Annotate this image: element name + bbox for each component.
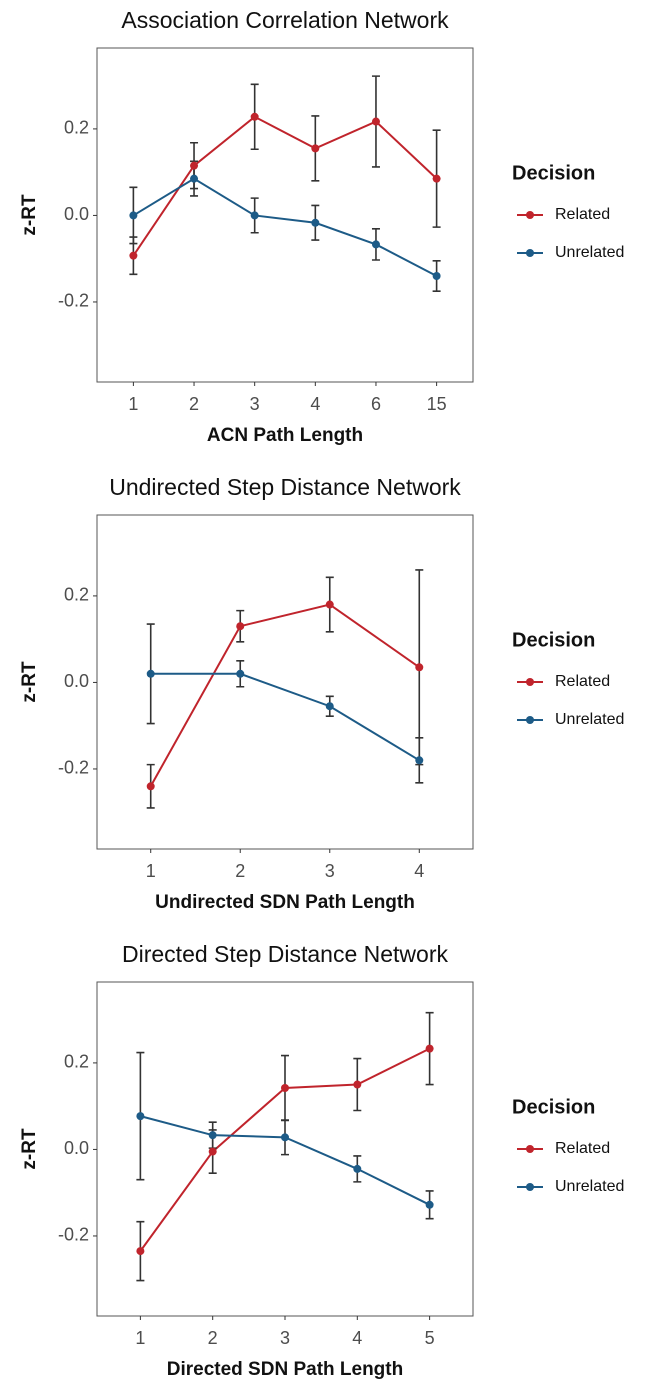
x-tick-label: 1 xyxy=(146,861,156,881)
y-axis-title: z-RT xyxy=(19,194,40,236)
data-point xyxy=(432,272,441,281)
x-tick-label: 2 xyxy=(235,861,245,881)
x-tick-label: 4 xyxy=(352,1328,362,1348)
legend-label: Unrelated xyxy=(555,244,624,261)
data-point xyxy=(208,1131,217,1140)
x-axis-title: Directed SDN Path Length xyxy=(167,1359,403,1380)
data-point xyxy=(129,251,138,260)
y-tick-label: 0.2 xyxy=(64,118,89,138)
data-point xyxy=(281,1083,289,1092)
data-point xyxy=(136,1247,145,1256)
data-point xyxy=(236,622,245,631)
x-axis-title: ACN Path Length xyxy=(207,425,363,446)
legend-label: Related xyxy=(555,673,610,690)
x-axis-title: Undirected SDN Path Length xyxy=(155,892,415,913)
chart-panel: Directed Step Distance Network -0.2 0.0 0.2… xyxy=(19,941,624,1380)
legend-label: Unrelated xyxy=(555,711,624,728)
legend-label: Related xyxy=(555,1140,610,1157)
data-point xyxy=(415,663,424,672)
data-point xyxy=(353,1080,362,1089)
data-point xyxy=(208,1147,217,1156)
data-point xyxy=(250,112,259,121)
data-point xyxy=(136,1112,145,1121)
plot-frame xyxy=(96,47,474,383)
y-tick-label: 0.0 xyxy=(64,204,89,224)
x-tick-label: 3 xyxy=(280,1328,290,1348)
chart-title: Directed Step Distance Network xyxy=(122,941,448,967)
data-point xyxy=(146,669,155,678)
legend-marker xyxy=(526,716,534,724)
series-line xyxy=(149,603,420,787)
data-point xyxy=(190,161,199,170)
y-tick-label: 0.2 xyxy=(64,585,89,605)
y-tick-label: -0.2 xyxy=(58,758,89,778)
plot-frame xyxy=(96,514,474,850)
legend-label: Related xyxy=(555,206,610,223)
x-tick-label: 1 xyxy=(135,1328,145,1348)
data-point xyxy=(371,117,380,126)
chart-title: Undirected Step Distance Network xyxy=(109,474,461,500)
legend-title: Decision xyxy=(512,629,595,651)
legend-label: Unrelated xyxy=(555,1178,624,1195)
series-line xyxy=(150,672,420,762)
data-point xyxy=(281,1133,289,1142)
x-tick-label: 4 xyxy=(310,394,320,414)
x-tick-label: 3 xyxy=(250,394,260,414)
data-point xyxy=(371,240,380,249)
y-tick-label: 0.0 xyxy=(64,1138,89,1158)
chart-panel: Undirected Step Distance Network -0.2 0.0 0… xyxy=(19,474,624,913)
legend-marker xyxy=(526,1145,534,1153)
x-tick-label: 5 xyxy=(425,1328,435,1348)
legend-marker xyxy=(526,249,534,257)
data-point xyxy=(236,669,245,678)
data-point xyxy=(325,600,334,609)
series-line xyxy=(132,177,438,277)
y-tick-label: -0.2 xyxy=(58,1225,89,1245)
y-axis-title: z-RT xyxy=(19,661,40,703)
data-point xyxy=(146,782,155,791)
data-point xyxy=(353,1164,362,1173)
data-point xyxy=(415,756,424,765)
chart-title: Association Correlation Network xyxy=(121,7,449,33)
data-point xyxy=(250,211,259,220)
data-point xyxy=(325,702,334,711)
x-tick-label: 1 xyxy=(128,394,138,414)
y-tick-label: -0.2 xyxy=(58,291,89,311)
y-tick-label: 0.2 xyxy=(64,1052,89,1072)
legend-marker xyxy=(526,1183,534,1191)
chart-panel: Association Correlation Network -0.2 0.0 0.… xyxy=(19,7,624,446)
data-point xyxy=(311,144,320,153)
legend-marker xyxy=(526,211,534,219)
legend-title: Decision xyxy=(512,1096,595,1118)
data-point xyxy=(425,1044,434,1053)
x-tick-label: 4 xyxy=(414,861,424,881)
data-point xyxy=(425,1200,434,1209)
y-axis-title: z-RT xyxy=(19,1128,40,1170)
data-point xyxy=(432,174,441,183)
data-point xyxy=(311,218,320,227)
x-tick-label: 15 xyxy=(427,394,447,414)
data-point xyxy=(129,211,138,220)
x-tick-label: 2 xyxy=(208,1328,218,1348)
x-tick-label: 3 xyxy=(325,861,335,881)
data-point xyxy=(190,174,199,183)
legend-title: Decision xyxy=(512,162,595,184)
series-line xyxy=(132,115,438,257)
y-tick-label: 0.0 xyxy=(64,671,89,691)
legend-marker xyxy=(526,678,534,686)
x-tick-label: 2 xyxy=(189,394,199,414)
x-tick-label: 6 xyxy=(371,394,381,414)
